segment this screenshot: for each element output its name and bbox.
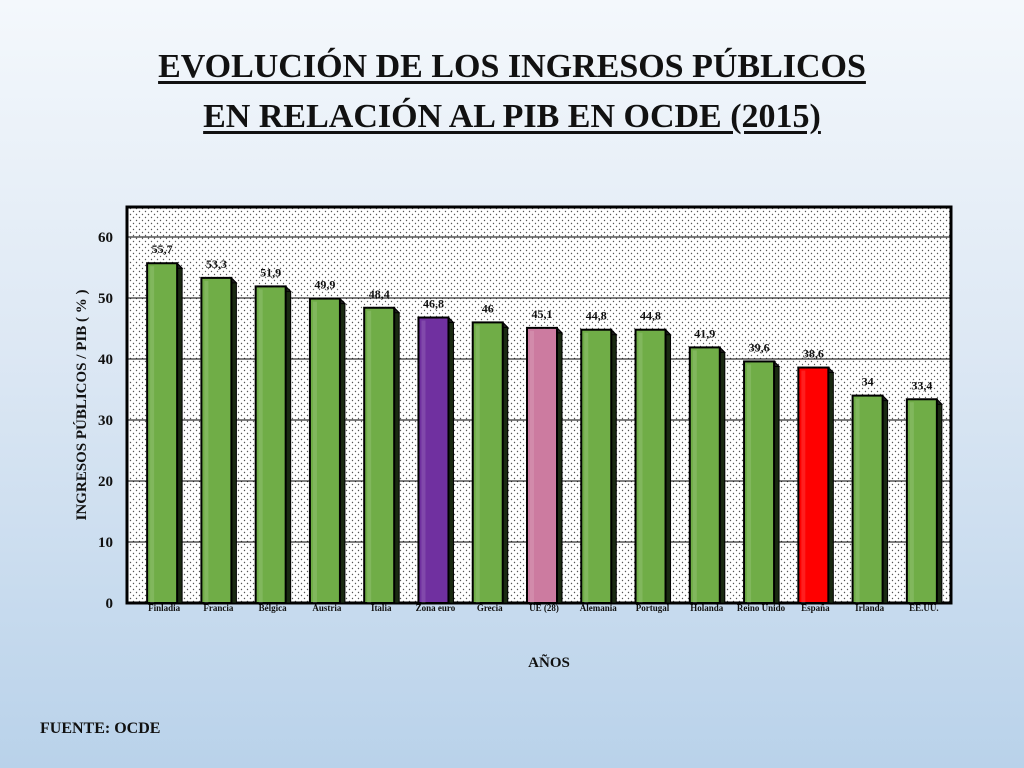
bar-face <box>363 306 396 604</box>
y-tick-label: 40 <box>98 352 113 368</box>
x-tick-label: EE.UU. <box>909 603 939 613</box>
data-label: 39,6 <box>749 340 770 354</box>
bar-face <box>200 276 233 604</box>
data-label: 41,9 <box>694 326 715 340</box>
bar <box>308 297 347 604</box>
data-label: 49,9 <box>314 278 335 292</box>
bar <box>362 306 401 604</box>
x-tick-label: Bélgica <box>259 603 287 613</box>
x-tick-label: Alemania <box>580 603 617 613</box>
bar-highlight <box>421 320 426 603</box>
bar-face <box>743 360 776 604</box>
bar <box>797 366 835 605</box>
bar <box>688 346 727 604</box>
x-tick-label: Grecia <box>477 603 503 613</box>
x-tick-label: Zona euro <box>416 603 456 613</box>
bar-highlight <box>258 289 263 603</box>
x-tick-label: Holanda <box>690 603 724 613</box>
bar-highlight <box>367 310 372 603</box>
bar-face <box>146 262 179 604</box>
data-label: 53,3 <box>206 257 227 271</box>
data-label: 38,6 <box>803 347 824 361</box>
bar-highlight <box>475 325 480 603</box>
y-axis-title: INGRESOS PÚBLICOS / PIB ( % ) <box>73 290 90 521</box>
bar <box>417 316 455 604</box>
y-tick-label: 10 <box>98 535 113 551</box>
bar-highlight <box>747 364 752 603</box>
data-label: 46,8 <box>423 297 444 311</box>
y-tick-label: 60 <box>98 230 113 246</box>
x-tick-label: Portugal <box>636 603 670 613</box>
bar-highlight <box>530 330 534 603</box>
bar-face <box>634 328 667 604</box>
bar <box>254 285 292 604</box>
bar <box>634 328 672 604</box>
bar <box>471 321 509 604</box>
y-tick-label: 20 <box>98 474 113 490</box>
x-tick-label: Reino Unido <box>737 603 786 613</box>
bar-highlight <box>204 280 209 603</box>
bar-highlight <box>692 350 697 603</box>
bar-face <box>471 321 504 604</box>
bar <box>742 360 781 604</box>
bar-face <box>308 297 341 604</box>
data-label: 45,1 <box>532 307 553 321</box>
bar <box>200 276 238 604</box>
bar-highlight <box>801 370 806 603</box>
x-tick-label: España <box>801 603 830 613</box>
bar <box>580 328 618 604</box>
bar-face <box>417 316 450 604</box>
bar-face <box>580 328 613 604</box>
data-label: 48,4 <box>369 287 390 301</box>
bar-face <box>526 326 558 604</box>
bar <box>905 398 944 605</box>
bar-highlight <box>312 301 317 603</box>
bar-highlight <box>584 332 589 603</box>
data-label: 55,7 <box>152 242 173 256</box>
x-axis-title: AÑOS <box>528 653 570 671</box>
bar-face <box>905 398 938 605</box>
x-tick-label: Austria <box>312 603 341 613</box>
bar-highlight <box>909 402 914 603</box>
y-tick-label: 30 <box>98 413 113 429</box>
x-tick-label: Finladia <box>148 603 181 613</box>
x-tick-label: Italia <box>371 603 392 613</box>
bar <box>145 262 184 604</box>
data-label: 34 <box>862 375 874 389</box>
x-tick-label: Francia <box>203 603 233 613</box>
bar <box>525 326 564 604</box>
bar-highlight <box>638 332 643 603</box>
data-label: 51,9 <box>260 265 281 279</box>
source-note: FUENTE: OCDE <box>40 720 161 737</box>
y-tick-label: 50 <box>98 291 113 307</box>
bar-face <box>797 366 830 605</box>
data-label: 44,8 <box>586 309 607 323</box>
x-tick-label: UE (28) <box>529 603 559 613</box>
bar-face <box>851 394 884 604</box>
x-tick-label: Irlanda <box>855 603 885 613</box>
chart-title-line1: EVOLUCIÓN DE LOS INGRESOS PÚBLICOS <box>158 48 866 85</box>
chart-title-line2: EN RELACIÓN AL PIB EN OCDE (2015) <box>203 98 821 135</box>
bar-highlight <box>855 398 860 603</box>
bar-highlight <box>150 266 155 603</box>
data-label: 33,4 <box>911 378 932 392</box>
data-label: 46 <box>482 301 494 315</box>
bar-face <box>254 285 287 604</box>
y-tick-label: 0 <box>106 596 114 612</box>
bar <box>851 394 889 604</box>
data-label: 44,8 <box>640 309 661 323</box>
bar-face <box>688 346 721 604</box>
